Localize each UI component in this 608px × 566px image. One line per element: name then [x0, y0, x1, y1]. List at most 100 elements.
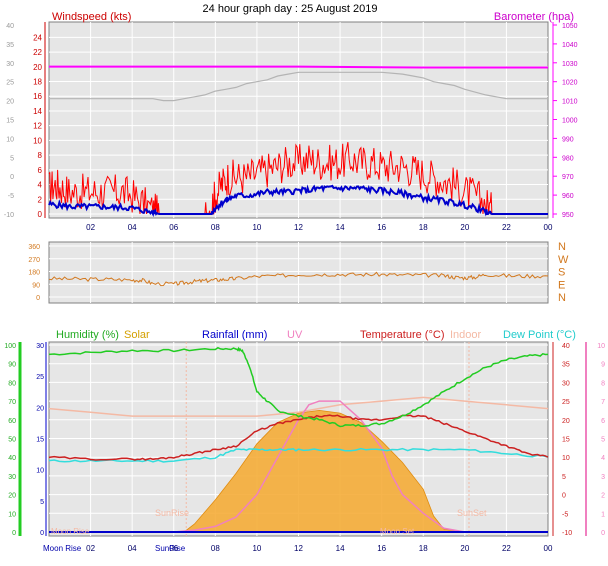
- temperature-tick-label: -5: [562, 511, 568, 518]
- humidity-tick-label: 0: [12, 530, 16, 537]
- temperature-tick-label: 20: [562, 418, 570, 425]
- wind-tick-label: 22: [33, 48, 42, 57]
- wind-tick-label: 10: [33, 136, 42, 145]
- temp-x-tick-label: 08: [211, 544, 220, 553]
- rainfall-tick-label: 30: [36, 343, 44, 350]
- humidity-tick-label: 20: [8, 493, 16, 500]
- wind-tick-label: 0: [38, 210, 43, 219]
- wind-outer-tick-label: 15: [6, 118, 14, 125]
- compass-label: N: [558, 241, 566, 253]
- rainfall-tick-label: 25: [36, 374, 44, 381]
- wind-outer-tick-label: 0: [10, 174, 14, 181]
- solar-legend: Solar: [124, 329, 150, 341]
- uv-tick-label: 0: [601, 530, 605, 537]
- temperature-tick-label: 35: [562, 362, 570, 369]
- sunrise-label: SunRise: [155, 508, 189, 518]
- wind-x-tick-label: 14: [336, 223, 345, 232]
- temperature-tick-label: 40: [562, 343, 570, 350]
- uv-legend: UV: [287, 329, 303, 341]
- barometer-tick-label: 970: [562, 174, 574, 181]
- wind-tick-label: 18: [33, 78, 42, 87]
- header-title: 24 hour graph day : 25 August 2019: [203, 3, 378, 15]
- uv-tick-label: 4: [601, 455, 605, 462]
- direction-tick-label: 360: [28, 244, 40, 251]
- uv-tick-label: 9: [601, 362, 605, 369]
- wind-x-tick-label: 08: [211, 223, 220, 232]
- wind-x-tick-label: 06: [169, 223, 178, 232]
- uv-tick-label: 1: [601, 511, 605, 518]
- humidity-tick-label: 40: [8, 455, 16, 462]
- uv-line: [173, 400, 465, 533]
- uv-tick-label: 6: [601, 418, 605, 425]
- wind-outer-tick-label: 30: [6, 61, 14, 68]
- barometer-label: Barometer (hpa): [494, 11, 574, 23]
- windspeed-label: Windspeed (kts): [52, 11, 131, 23]
- wind-x-tick-label: 20: [460, 223, 469, 232]
- temp-x-tick-label: 06: [169, 544, 178, 553]
- wind-tick-label: 14: [33, 107, 42, 116]
- temperature-tick-label: 10: [562, 455, 570, 462]
- barometer-tick-label: 980: [562, 155, 574, 162]
- temp-x-tick-label: 16: [377, 544, 386, 553]
- barometer-grey-line: [49, 71, 548, 102]
- barometer-tick-label: 1020: [562, 80, 578, 87]
- direction-tick-label: 270: [28, 257, 40, 264]
- temperature-legend: Temperature (°C): [360, 329, 444, 341]
- direction-tick-label: 90: [32, 282, 40, 289]
- barometer-tick-label: 1050: [562, 23, 578, 30]
- temp-x-tick-label: 22: [502, 544, 511, 553]
- wind-x-tick-label: 10: [252, 223, 261, 232]
- solar-area: [182, 409, 465, 533]
- compass-label: N: [558, 292, 566, 304]
- barometer-tick-label: 1040: [562, 42, 578, 49]
- rainfall-tick-label: 10: [36, 468, 44, 475]
- temp-x-tick-label: 02: [86, 544, 95, 553]
- wind-x-tick-label: 02: [86, 223, 95, 232]
- temp-x-tick-label: 00: [544, 544, 553, 553]
- rainfall-tick-label: 15: [36, 437, 44, 444]
- wind-outer-tick-label: 35: [6, 42, 14, 49]
- barometer-tick-label: 1000: [562, 118, 578, 125]
- temperature-tick-label: -10: [562, 530, 572, 537]
- rainfall-tick-label: 20: [36, 405, 44, 412]
- humidity-tick-label: 80: [8, 380, 16, 387]
- uv-tick-label: 7: [601, 399, 605, 406]
- humidity-tick-label: 90: [8, 362, 16, 369]
- wind-outer-tick-label: 10: [6, 136, 14, 143]
- temp-x-tick-label: 14: [336, 544, 345, 553]
- sunrise-bottom-label: SunRise: [155, 544, 186, 553]
- rainfall-tick-label: 5: [40, 499, 44, 506]
- wind-tick-label: 20: [33, 63, 42, 72]
- humidity-tick-label: 50: [8, 437, 16, 444]
- temp-x-tick-label: 18: [419, 544, 428, 553]
- uv-tick-label: 2: [601, 493, 605, 500]
- wind-tick-label: 24: [33, 33, 42, 42]
- wind-outer-tick-label: 25: [6, 80, 14, 87]
- barometer-tick-label: 1010: [562, 99, 578, 106]
- temperature-tick-label: 30: [562, 380, 570, 387]
- barometer-tick-label: 950: [562, 212, 574, 219]
- rainfall-tick-label: 0: [40, 530, 44, 537]
- humidity-line: [48, 346, 549, 428]
- wind-x-tick-label: 16: [377, 223, 386, 232]
- wind-outer-tick-label: 5: [10, 155, 14, 162]
- uv-tick-label: 5: [601, 437, 605, 444]
- humidity-tick-label: 60: [8, 418, 16, 425]
- temp-x-tick-label: 20: [460, 544, 469, 553]
- uv-tick-label: 3: [601, 474, 605, 481]
- wind-outer-tick-label: 20: [6, 99, 14, 106]
- temperature-tick-label: 15: [562, 437, 570, 444]
- humidity-tick-label: 70: [8, 399, 16, 406]
- humidity-tick-label: 100: [4, 343, 16, 350]
- temp-x-tick-label: 10: [252, 544, 261, 553]
- moon-rise-label: Moon Rise: [43, 544, 82, 553]
- compass-label: S: [558, 267, 565, 279]
- direction-tick-label: 0: [36, 295, 40, 302]
- wind-outer-tick-label: 40: [6, 23, 14, 30]
- compass-label: E: [558, 279, 565, 291]
- dew-point-legend: Dew Point (°C): [503, 329, 576, 341]
- wind-outer-tick-label: -5: [8, 193, 14, 200]
- wind-tick-label: 16: [33, 92, 42, 101]
